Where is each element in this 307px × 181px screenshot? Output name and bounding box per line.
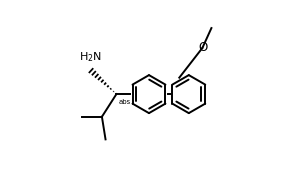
Text: O: O [199, 41, 208, 54]
Text: abs: abs [119, 99, 131, 105]
Text: H$_2$N: H$_2$N [79, 50, 102, 64]
